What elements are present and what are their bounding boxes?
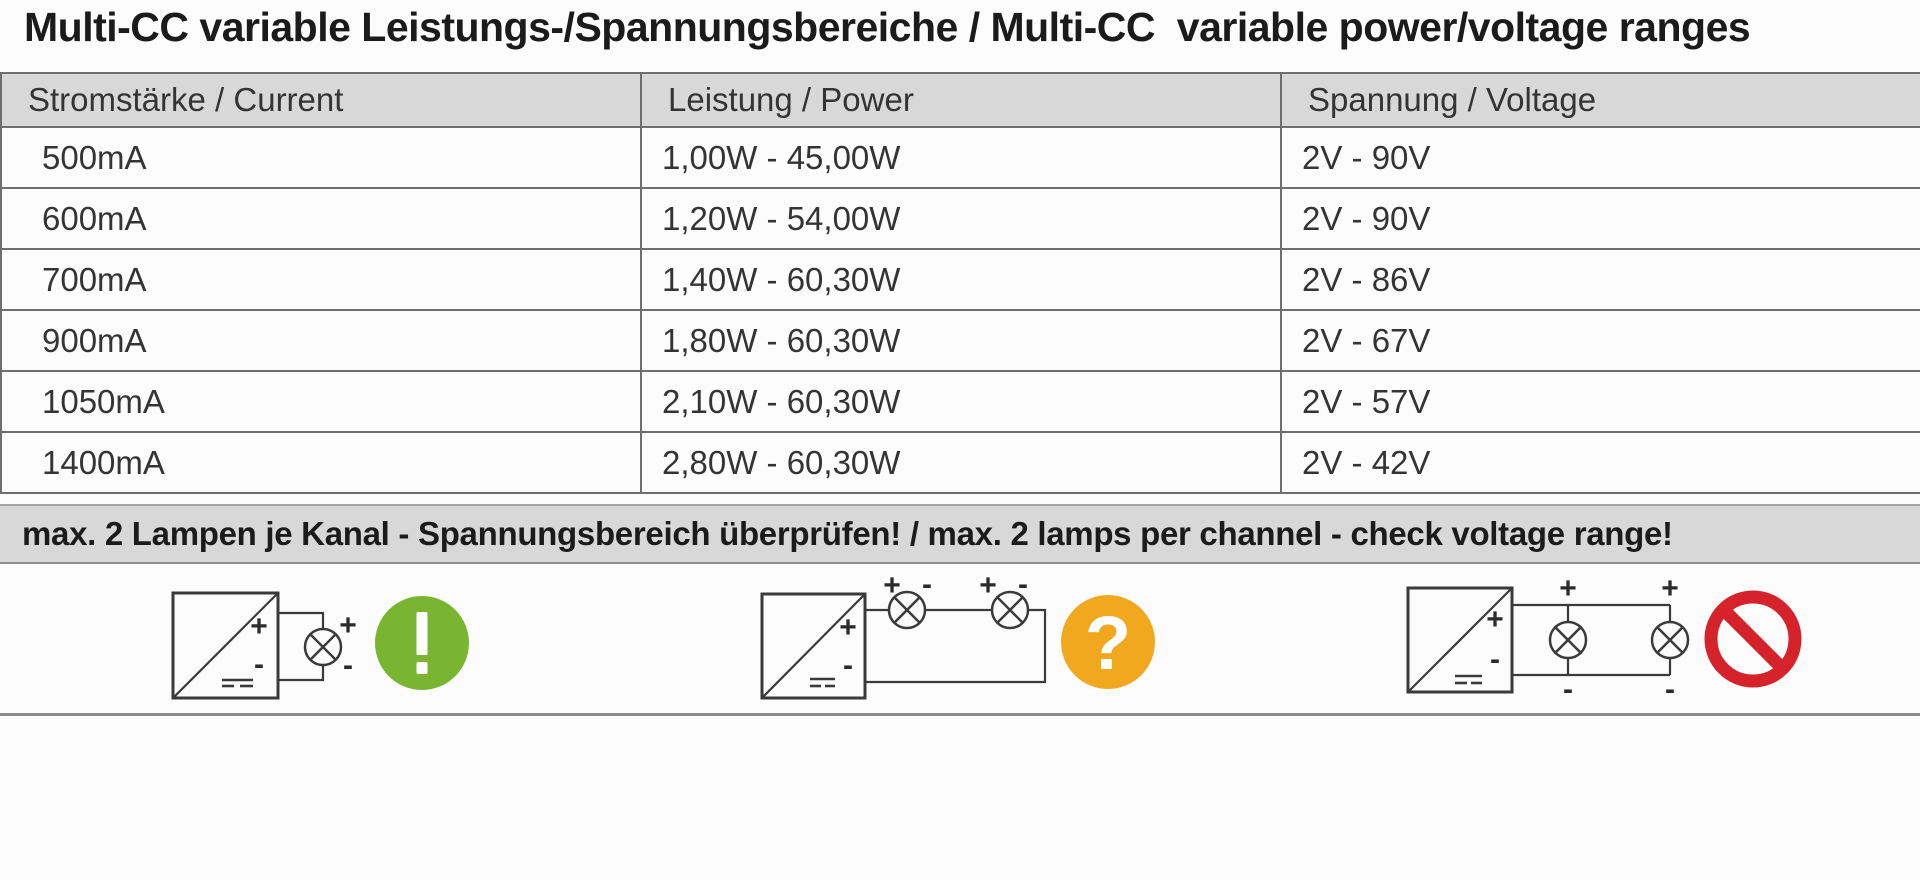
wire [865,608,1047,684]
power-cell: 1,20W - 54,00W [640,187,1282,250]
lamp-icon [1650,605,1690,675]
col-header-voltage: Spannung / Voltage [1280,72,1920,128]
driver-diagonal [1407,587,1513,693]
driver-box [1406,586,1514,694]
current-cell: 500mA [0,126,642,189]
current-cell: 1050mA [0,370,642,433]
voltage-cell: 2V - 90V [1280,126,1920,189]
table-row: 1400mA 2,80W - 60,30W 2V - 42V [0,431,1920,494]
table-row: 500mA 1,00W - 45,00W 2V - 90V [0,126,1920,189]
voltage-cell: 2V - 42V [1280,431,1920,494]
power-voltage-table: Stromstärke / Current Leistung / Power S… [0,72,1920,494]
table-row: 700mA 1,40W - 60,30W 2V - 86V [0,248,1920,311]
page-title: Multi-CC variable Leistungs-/Spannungsbe… [24,4,1751,50]
wire [278,665,325,682]
wire [278,611,325,629]
minus-label: - [1490,643,1500,676]
minus-label: - [254,648,264,681]
plus-label: + [1559,575,1577,605]
question-glyph: ? [1085,601,1131,686]
driver-diagonal [172,592,279,699]
minus-label: - [1563,673,1573,706]
dc-symbol [1455,674,1482,685]
exclamation-circle-icon [375,596,469,690]
warning-note: max. 2 Lampen je Kanal - Spannungsbereic… [0,504,1920,564]
driver-box [171,591,280,700]
power-cell: 2,10W - 60,30W [640,370,1282,433]
minus-label: - [843,649,853,682]
question-circle-icon: ? [1061,595,1155,689]
power-cell: 2,80W - 60,30W [640,431,1282,494]
col-header-power: Leistung / Power [640,72,1282,128]
plus-label: + [839,611,857,644]
dc-symbol [222,678,253,688]
driver-diagonal [761,593,866,699]
divider-line [0,713,1920,716]
minus-label: - [922,575,932,601]
dc-symbol [810,677,835,688]
current-cell: 600mA [0,187,642,250]
voltage-cell: 2V - 86V [1280,248,1920,311]
current-cell: 900mA [0,309,642,372]
power-cell: 1,80W - 60,30W [640,309,1282,372]
table-row: 1050mA 2,10W - 60,30W 2V - 57V [0,370,1920,433]
power-cell: 1,40W - 60,30W [640,248,1282,311]
plus-label: + [250,610,268,643]
voltage-cell: 2V - 90V [1280,187,1920,250]
current-cell: 700mA [0,248,642,311]
power-cell: 1,00W - 45,00W [640,126,1282,189]
lamp-icon [1548,605,1588,675]
plus-label: + [1661,575,1679,605]
diagram-one-lamp-ok: + - + - [171,591,469,700]
voltage-cell: 2V - 57V [1280,370,1920,433]
minus-label: - [1665,673,1675,706]
table-row: 900mA 1,80W - 60,30W 2V - 67V [0,309,1920,372]
diagram-two-lamps-parallel-forbidden: + - + + - - [1406,575,1802,706]
voltage-cell: 2V - 67V [1280,309,1920,372]
driver-box [760,592,867,700]
prohibition-icon [1704,590,1802,688]
current-cell: 1400mA [0,431,642,494]
table-row: 600mA 1,20W - 54,00W 2V - 90V [0,187,1920,250]
plus-label: + [883,575,901,602]
table-header-row: Stromstärke / Current Leistung / Power S… [0,72,1920,128]
plus-label: + [339,609,357,642]
minus-label: - [343,649,353,682]
plus-label: + [1486,603,1504,636]
diagram-two-lamps-series-check: + - + - + - ? [760,575,1155,700]
plus-label: + [979,575,997,602]
lamp-icon [303,627,343,667]
col-header-current: Stromstärke / Current [0,72,642,128]
minus-label: - [1018,575,1028,601]
